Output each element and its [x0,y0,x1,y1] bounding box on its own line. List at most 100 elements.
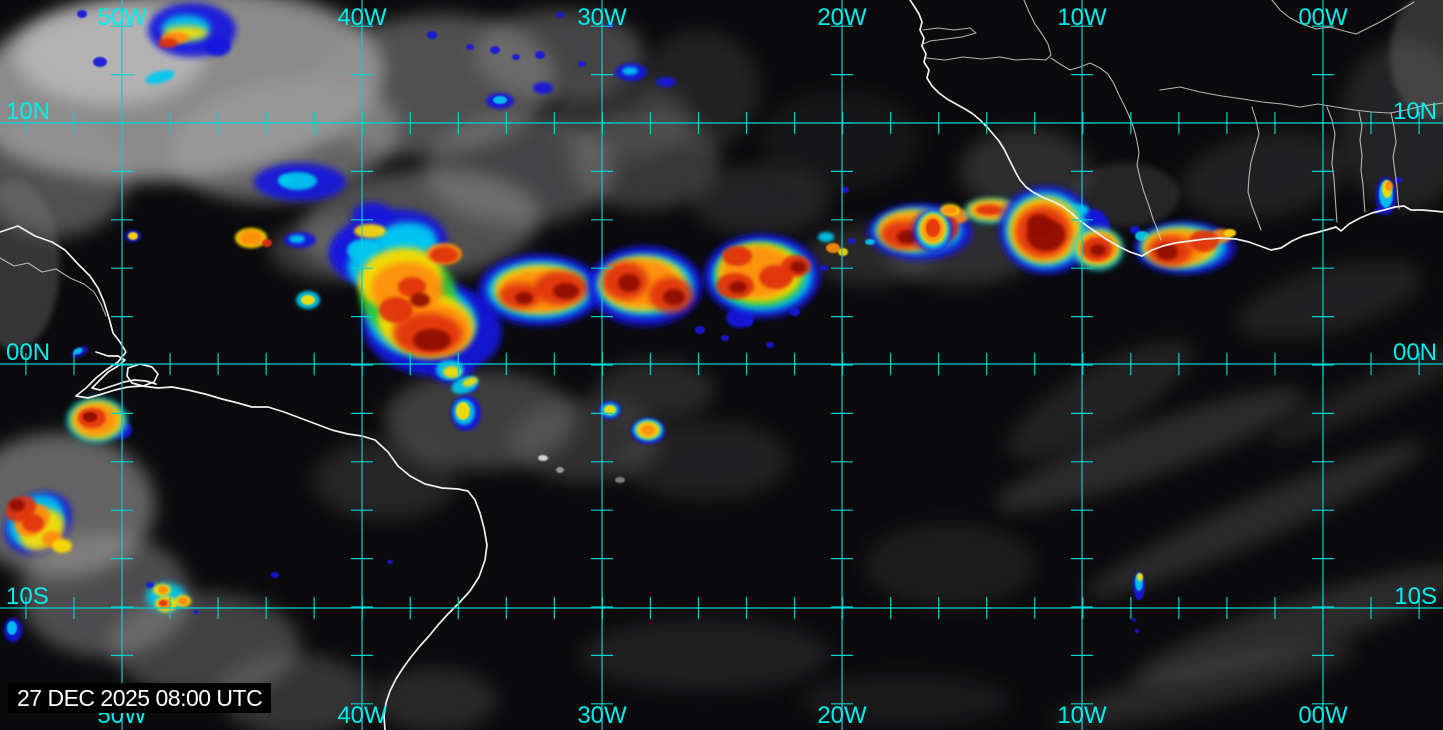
convection-cell-b [535,51,545,59]
lon-label-top-20W: 20W [817,4,867,31]
convection-cell-y [456,402,470,420]
convection-cell-o [178,597,188,605]
cloud-mass [760,90,920,190]
convection-cell-d [1090,244,1106,256]
convection-cell-r [976,205,1002,215]
convection-cell-d [1027,214,1051,234]
convection-cell-r [159,600,167,606]
cloud-mass [538,455,548,461]
cloud-mass [550,80,690,160]
cloud-mass [580,619,830,691]
convection-cell-y [301,295,315,305]
convection-cell-b [512,54,520,60]
cloud-mass [1237,260,1423,340]
cloud-mass [615,477,625,483]
convection-cell-b [1130,226,1140,234]
convection-cell-c [73,347,83,355]
convection-cell-o [943,206,957,214]
convection-cell-b [656,77,676,87]
convection-cell-c [818,232,834,242]
convection-cell-y [52,539,72,553]
cloud-mass [373,668,497,730]
convection-cell-b [93,57,107,67]
timestamp-label: 27 DEC 2025 08:00 UTC [8,683,272,713]
convection-cell-r [262,239,272,247]
convection-cell-d [618,274,640,292]
cloud-mass [556,467,564,473]
guiana-interior [0,257,107,317]
convection-cell-d [663,289,685,305]
convection-cell-c [347,239,379,261]
convection-cell-y [1137,573,1143,581]
convection-cell-y [462,377,478,387]
cloud-mass [595,360,715,420]
convection-cell-c [622,67,638,75]
cloud-mass [620,420,790,500]
convection-cell-r [1189,230,1219,252]
convection-cell-b [841,187,849,193]
lon-label-top-50W: 50W [97,4,147,31]
convection-cell-b [721,335,729,341]
gambia-border [922,27,977,45]
convection-cell-c [145,70,175,84]
convection-cell-d [515,292,533,304]
convection-cell-b [766,342,774,348]
convection-cell-b [533,82,553,94]
convection-cell-d [9,499,25,511]
cloud-mass [865,523,1035,607]
lon-label-top-40W: 40W [337,4,387,31]
convection-cell-c [380,222,436,254]
convection-cell-b [743,318,753,326]
convection-cell-b [193,610,199,614]
convection-cell-o [826,243,840,253]
cloud-mass [0,180,60,350]
mali-burkina-border [1271,0,1415,35]
convection-cell-d [790,261,806,273]
benin-nigeria-border [1390,112,1400,210]
lat-label-left-10N: 10N [6,98,50,125]
guinea-east-border [1050,57,1162,241]
convection-cell-r [158,38,178,48]
senegal-guinea-border [925,56,1031,61]
cloud-mass [1390,0,1443,120]
convection-cell-b [695,326,705,334]
convection-cell-c [493,96,507,104]
convection-cell-b [1394,177,1402,183]
convection-cell-b [1135,629,1139,633]
convection-cell-d [553,283,579,299]
convection-cell-o [640,424,656,436]
cloud-mass [690,165,830,235]
lat-label-left-10S: 10S [6,583,49,610]
convection-cell-d [413,329,451,351]
lon-label-top-00W: 00W [1298,4,1348,31]
lon-label-top-30W: 30W [577,4,627,31]
convection-cell-b [556,12,564,18]
lon-label-bottom-30W: 30W [577,702,627,729]
convection-cell-c [278,175,294,185]
lat-label-right-10N: 10N [1393,98,1437,125]
convection-cell-r [722,246,752,266]
amazon-delta [91,351,157,391]
convection-cell-b [466,44,474,50]
convection-cell-b [427,31,437,39]
convection-cell-c [7,621,17,635]
convection-cell-y [1224,229,1236,237]
convection-cell-c [865,239,875,245]
cloud-mass [313,440,457,520]
ivorycoast-ghana-border [1247,106,1262,231]
convection-cell-d [1156,244,1178,260]
convection-cell-b [205,36,231,56]
cloud-mass [800,674,1010,726]
convection-cell-b [578,61,586,67]
lon-label-top-10W: 10W [1057,4,1107,31]
convection-cell-b [387,560,393,564]
convection-cell-b [490,46,500,54]
convection-cell-y [604,405,616,415]
convection-cell-y [838,248,848,256]
mali-border [1023,0,1052,61]
convection-cell-b [820,265,828,271]
lat-label-right-10S: 10S [1394,583,1437,610]
